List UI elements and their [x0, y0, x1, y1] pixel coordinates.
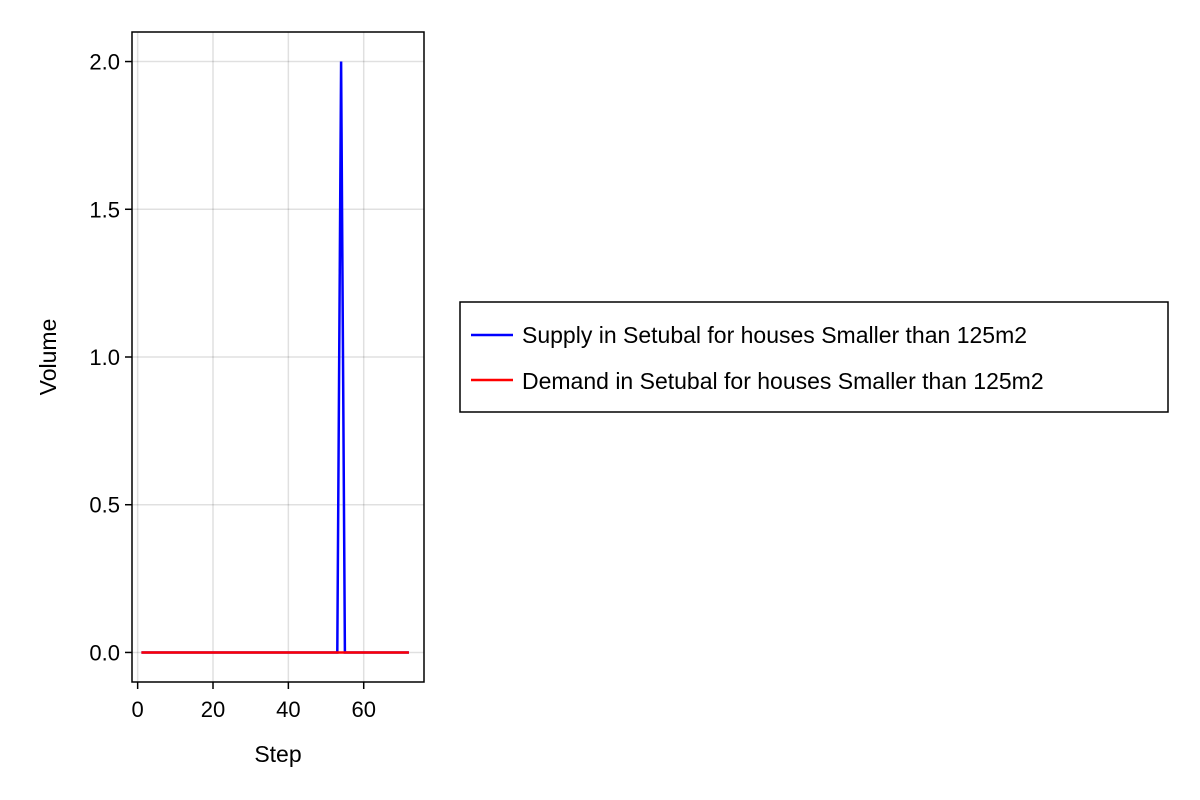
- y-axis: 0.0 0.5 1.0 1.5 2.0: [89, 50, 132, 665]
- x-axis-label: Step: [254, 741, 301, 767]
- y-axis-label: Volume: [35, 319, 61, 396]
- series-lines: [141, 61, 409, 654]
- x-tick-label: 0: [132, 697, 144, 722]
- x-axis: 0 20 40 60: [132, 682, 376, 722]
- legend: Supply in Setubal for houses Smaller tha…: [459, 301, 1169, 413]
- x-tick-label: 60: [351, 697, 375, 722]
- y-tick-label: 1.5: [89, 197, 120, 222]
- grid-lines: [132, 32, 424, 682]
- legend-box: [459, 301, 1169, 413]
- y-tick-label: 1.0: [89, 345, 120, 370]
- y-tick-label: 0.0: [89, 640, 120, 665]
- legend-label-supply: Supply in Setubal for houses Smaller tha…: [522, 322, 1027, 348]
- y-tick-label: 0.5: [89, 493, 120, 518]
- x-tick-label: 40: [276, 697, 300, 722]
- legend-label-demand: Demand in Setubal for houses Smaller tha…: [522, 368, 1044, 394]
- y-tick-label: 2.0: [89, 50, 120, 75]
- x-tick-label: 20: [201, 697, 225, 722]
